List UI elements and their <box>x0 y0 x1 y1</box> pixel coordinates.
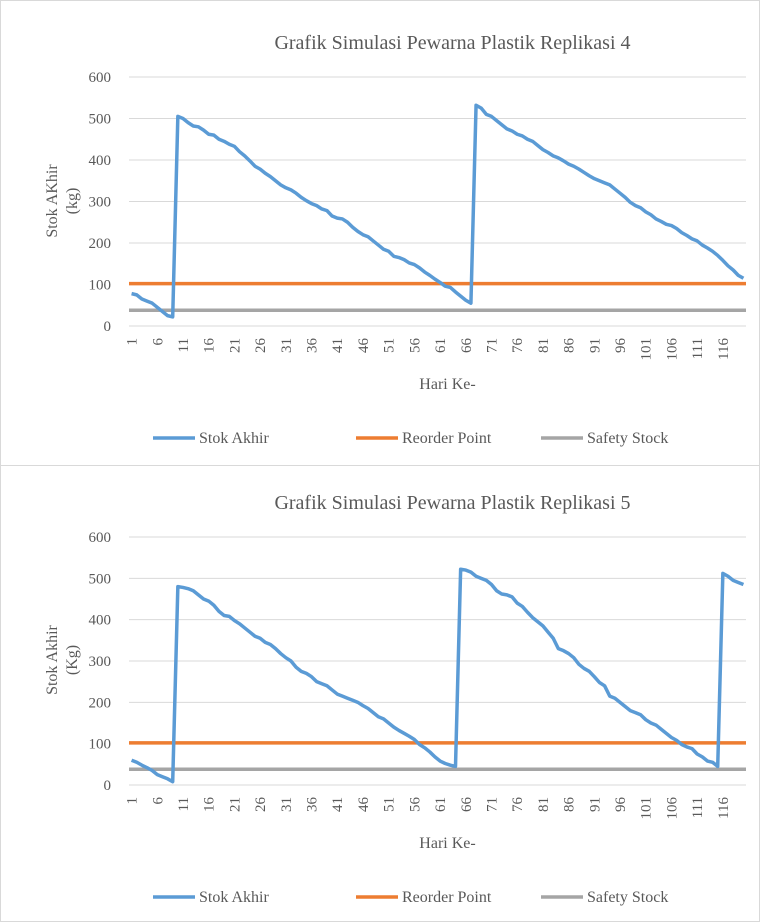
x-tick-label: 71 <box>484 797 500 812</box>
chart-title: Grafik Simulasi Pewarna Plastik Replikas… <box>274 32 630 54</box>
y-axis-title: Stok AKhir (kg) <box>44 164 81 238</box>
y-tick-label: 600 <box>89 530 112 546</box>
x-tick-label: 21 <box>227 338 243 353</box>
x-tick-label: 56 <box>407 797 423 813</box>
legend-label: Reorder Point <box>402 889 492 906</box>
x-tick-label: 96 <box>613 338 629 354</box>
legend-label: Safety Stock <box>587 430 668 447</box>
x-tick-label: 111 <box>690 338 706 359</box>
x-tick-label: 116 <box>716 797 732 819</box>
x-tick-label: 101 <box>639 338 655 361</box>
x-tick-label: 41 <box>330 797 346 812</box>
y-axis: 0 100 200 300 400 500 600 <box>89 70 112 335</box>
x-tick-label: 46 <box>356 797 372 813</box>
y-tick-label: 100 <box>89 278 112 294</box>
x-tick-label: 106 <box>664 797 680 820</box>
legend: Stok Akhir Reorder Point Safety Stock <box>153 430 668 447</box>
series-line-stok-akhir <box>131 103 745 319</box>
y-tick-label: 100 <box>89 737 112 753</box>
x-tick-label: 101 <box>639 797 655 820</box>
y-tick-label: 300 <box>89 195 112 211</box>
y-tick-label: 200 <box>89 695 112 711</box>
x-axis-title: Hari Ke- <box>419 835 475 852</box>
x-tick-label: 16 <box>202 797 218 813</box>
chart-panel-replikasi-4: Grafik Simulasi Pewarna Plastik Replikas… <box>0 0 760 466</box>
x-tick-label: 21 <box>227 797 243 812</box>
chart-title: Grafik Simulasi Pewarna Plastik Replikas… <box>274 492 630 514</box>
x-tick-label: 51 <box>382 338 398 353</box>
y-axis-title-line: Stok Akhir <box>44 624 61 694</box>
x-tick-label: 16 <box>202 338 218 354</box>
x-tick-label: 6 <box>150 797 166 805</box>
x-tick-label: 11 <box>176 338 192 352</box>
x-axis-title: Hari Ke- <box>419 376 475 393</box>
x-tick-label: 31 <box>279 797 295 812</box>
series-line-stok-akhir <box>130 567 745 784</box>
x-tick-label: 66 <box>459 797 475 813</box>
gridlines <box>129 76 746 285</box>
y-tick-label: 500 <box>89 112 112 128</box>
chart-replikasi-4: Grafik Simulasi Pewarna Plastik Replikas… <box>44 32 746 447</box>
x-tick-label: 106 <box>664 338 680 361</box>
y-tick-label: 200 <box>89 236 112 252</box>
x-tick-label: 46 <box>356 338 372 354</box>
x-tick-label: 66 <box>459 338 475 354</box>
series-group <box>129 567 746 784</box>
x-tick-label: 111 <box>690 797 706 818</box>
x-tick-label: 51 <box>382 797 398 812</box>
x-tick-label: 71 <box>484 338 500 353</box>
y-axis-title: Stok Akhir (Kg) <box>44 624 81 694</box>
y-tick-label: 500 <box>89 571 112 587</box>
x-tick-label: 41 <box>330 338 346 353</box>
series-group <box>129 103 746 319</box>
x-tick-label: 116 <box>716 338 732 360</box>
x-tick-label: 26 <box>253 797 269 813</box>
y-axis-title-line: (kg) <box>64 188 81 215</box>
x-tick-label: 86 <box>562 338 578 354</box>
y-tick-label: 400 <box>89 613 112 629</box>
x-tick-label: 61 <box>433 797 449 812</box>
legend-label: Stok Akhir <box>199 889 269 906</box>
x-axis: 1 6 11 16 21 26 31 36 41 46 51 56 61 66 71 76 81 86 91 96 10… <box>125 338 732 361</box>
legend-label: Stok Akhir <box>199 430 269 447</box>
x-tick-label: 26 <box>253 338 269 354</box>
x-tick-label: 91 <box>587 338 603 353</box>
y-tick-label: 600 <box>89 70 112 86</box>
chart-replikasi-5: Grafik Simulasi Pewarna Plastik Replikas… <box>44 492 746 906</box>
legend-label: Safety Stock <box>587 889 668 906</box>
x-tick-label: 96 <box>613 797 629 813</box>
y-tick-label: 0 <box>104 319 112 335</box>
y-axis-title-line: Stok AKhir <box>44 164 61 238</box>
x-tick-label: 76 <box>510 797 526 813</box>
x-tick-label: 81 <box>536 797 552 812</box>
y-axis-title-line: (Kg) <box>64 645 81 675</box>
x-tick-label: 1 <box>125 338 141 346</box>
y-axis: 0 100 200 300 400 500 600 <box>89 530 112 794</box>
x-tick-label: 11 <box>176 797 192 811</box>
x-tick-label: 36 <box>305 338 321 354</box>
y-tick-label: 0 <box>104 778 112 794</box>
x-tick-label: 31 <box>279 338 295 353</box>
x-tick-label: 91 <box>587 797 603 812</box>
x-tick-label: 36 <box>305 797 321 813</box>
x-tick-label: 56 <box>407 338 423 354</box>
legend-label: Reorder Point <box>402 430 492 447</box>
x-tick-label: 86 <box>562 797 578 813</box>
x-tick-label: 1 <box>125 797 141 805</box>
gridlines <box>129 536 746 745</box>
x-tick-label: 76 <box>510 338 526 354</box>
legend: Stok Akhir Reorder Point Safety Stock <box>153 889 668 906</box>
y-tick-label: 400 <box>89 153 112 169</box>
x-tick-label: 81 <box>536 338 552 353</box>
y-tick-label: 300 <box>89 654 112 670</box>
x-tick-label: 6 <box>150 338 166 346</box>
x-tick-label: 61 <box>433 338 449 353</box>
chart-panel-replikasi-5: Grafik Simulasi Pewarna Plastik Replikas… <box>0 465 760 922</box>
x-axis: 1 6 11 16 21 26 31 36 41 46 51 56 61 66 71 76 81 86 91 96 10… <box>125 797 732 820</box>
